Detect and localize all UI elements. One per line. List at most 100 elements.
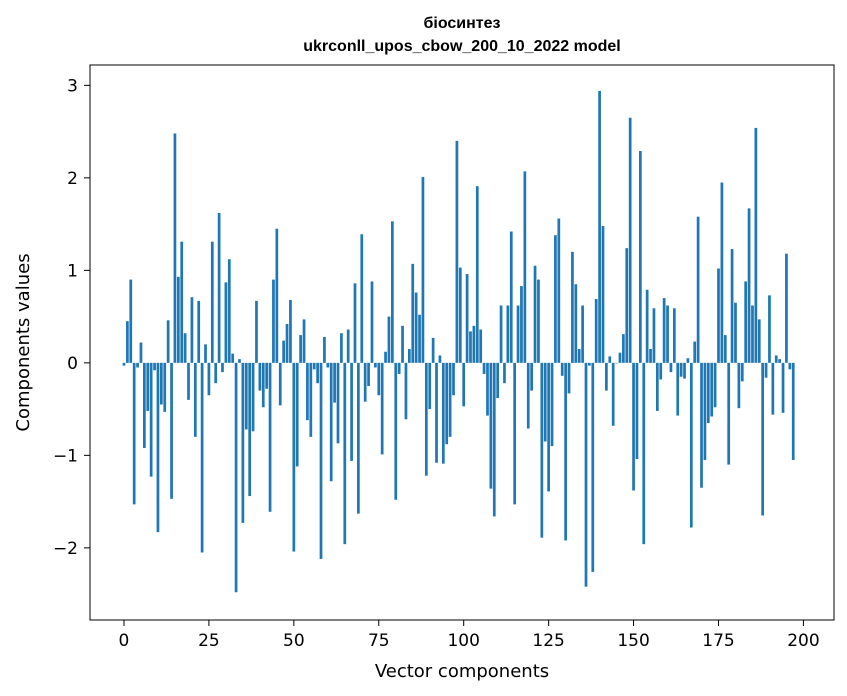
bar — [503, 362, 506, 384]
bar — [672, 308, 676, 363]
bar — [472, 325, 476, 363]
y-axis-label: Components values — [13, 253, 34, 431]
bar — [628, 117, 632, 363]
bar — [785, 253, 788, 363]
bar — [486, 362, 489, 416]
bar — [421, 176, 425, 363]
bar — [197, 300, 201, 363]
bar — [550, 362, 554, 447]
bar — [757, 319, 761, 363]
bar — [642, 362, 646, 545]
bar — [227, 259, 231, 363]
y-tick-label: −2 — [53, 539, 78, 559]
bar — [255, 300, 258, 363]
bar — [523, 171, 527, 363]
bar — [652, 308, 656, 363]
bar — [285, 324, 289, 363]
bar — [360, 234, 364, 363]
bar — [740, 362, 744, 382]
y-tick-label: −1 — [53, 446, 78, 466]
bar — [340, 333, 343, 363]
x-tick-label: 175 — [702, 631, 734, 651]
bar — [462, 362, 466, 407]
bar — [441, 362, 445, 464]
x-tick-label: 75 — [368, 631, 390, 651]
bar — [316, 362, 319, 384]
bar — [448, 362, 452, 437]
bar — [540, 362, 544, 538]
bar — [126, 321, 129, 363]
bar — [278, 362, 282, 406]
bar — [482, 362, 486, 374]
bar — [689, 362, 693, 528]
x-tick-label: 200 — [787, 631, 819, 651]
bar — [489, 362, 493, 489]
bar — [611, 362, 615, 426]
bar — [608, 356, 612, 363]
bar — [146, 362, 150, 411]
x-tick-label: 25 — [198, 631, 220, 651]
bar — [632, 362, 635, 491]
bar — [496, 362, 500, 398]
bar — [397, 362, 401, 374]
bar — [370, 281, 374, 363]
bar — [445, 362, 449, 445]
bar — [659, 362, 663, 380]
bar — [183, 333, 187, 363]
bar — [306, 362, 309, 421]
bar — [577, 348, 581, 363]
bar — [275, 228, 279, 363]
bar — [455, 140, 459, 363]
bar — [557, 218, 561, 363]
bar — [200, 362, 204, 553]
bar — [713, 362, 717, 408]
bar — [163, 362, 167, 412]
chart-title: біосинтез — [424, 15, 501, 32]
bar — [554, 235, 557, 363]
bar — [156, 362, 160, 533]
bar — [581, 305, 584, 363]
bar — [662, 298, 666, 363]
bar — [615, 362, 618, 364]
bar — [261, 362, 265, 408]
bar — [187, 362, 190, 400]
bar — [238, 359, 241, 363]
bar — [333, 362, 336, 403]
bar — [479, 329, 483, 363]
bar — [764, 362, 768, 378]
bar — [571, 251, 574, 363]
bar — [346, 329, 350, 363]
bar — [771, 362, 775, 415]
bar — [241, 362, 245, 523]
bar — [129, 279, 133, 363]
x-axis-ticks: 0 25 50 75 100 125 150 175 200 — [119, 620, 820, 651]
y-tick-label: 3 — [67, 76, 78, 96]
bar — [204, 344, 207, 363]
x-tick-label: 125 — [532, 631, 564, 651]
bar — [537, 279, 540, 363]
bar — [639, 151, 642, 363]
bar — [533, 265, 537, 363]
bar — [234, 362, 238, 593]
bar — [744, 281, 748, 363]
x-tick-label: 100 — [447, 631, 479, 651]
bar — [778, 359, 781, 363]
bar — [520, 286, 523, 363]
bar — [377, 362, 381, 396]
bar — [747, 208, 751, 363]
bar — [730, 249, 734, 363]
bar — [737, 362, 741, 409]
bar — [679, 362, 683, 377]
bar — [214, 362, 218, 384]
bar — [710, 362, 714, 417]
bar — [686, 358, 690, 363]
bar — [391, 221, 394, 363]
bar — [513, 362, 517, 505]
bar — [768, 295, 771, 363]
bar — [574, 284, 578, 363]
bar — [292, 362, 296, 552]
bar — [506, 305, 510, 363]
bar — [173, 133, 177, 363]
